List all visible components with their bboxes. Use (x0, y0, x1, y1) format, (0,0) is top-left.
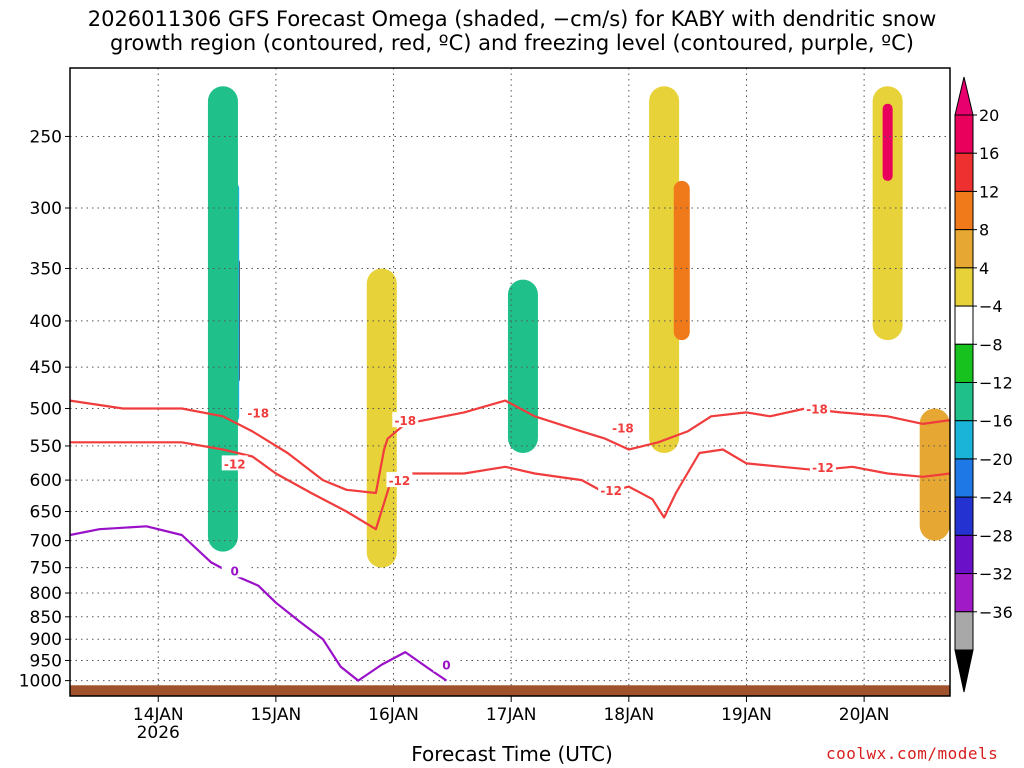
x-tick-label-6: 20JAN (839, 705, 890, 725)
label-minus12-0-bg (221, 455, 248, 471)
colorbar-swatch-11 (954, 534, 974, 575)
colorbar-swatch-2 (954, 190, 974, 231)
label-minus12-2: -12 (600, 484, 622, 498)
x-tick-label-4: 18JAN (603, 705, 654, 725)
y-tick-label-850: 850 (30, 608, 62, 628)
label-minus18-2-bg (609, 419, 636, 435)
colorbar-label-2: 12 (979, 182, 999, 201)
ground-fill (70, 685, 950, 696)
colorbar-label-10: −24 (979, 488, 1013, 507)
colorbar: 20 16 12 8 4 −4 −8 −12 −16 −20 −24 −28 −32 −36 (954, 76, 1013, 693)
label-freezing-1: 0 (442, 659, 450, 673)
x-tick-label-5: 19JAN (721, 705, 772, 725)
terrain-ground (70, 685, 950, 696)
y-tick-label-500: 500 (30, 400, 62, 420)
colorbar-label-13: −36 (979, 603, 1013, 622)
label-minus12-0: -12 (224, 457, 246, 471)
colorbar-swatch-3 (954, 229, 974, 269)
x-tick-label-2: 16JAN (368, 705, 419, 725)
colorbar-label-11: −28 (979, 526, 1013, 545)
omega-region-6 (649, 86, 680, 454)
contour-minus12 (70, 441, 950, 531)
grid-lines (70, 68, 950, 696)
label-freezing-0-bg (221, 562, 248, 578)
omega-region-5 (507, 279, 538, 454)
label-minus12-3-bg (809, 458, 836, 474)
colorbar-swatch-12 (954, 573, 974, 613)
omega-region-8 (872, 86, 903, 341)
omega-region-9 (882, 103, 893, 181)
colorbar-swatch-8 (954, 420, 974, 460)
label-minus18-3: -18 (806, 403, 828, 417)
colorbar-swatch-1 (954, 152, 974, 192)
y-tick-label-750: 750 (30, 559, 62, 579)
colorbar-label-8: −16 (979, 412, 1013, 431)
omega-region-4 (366, 268, 397, 568)
colorbar-swatch-13 (954, 611, 974, 651)
colorbar-top-arrow (954, 76, 974, 116)
label-minus12-1-bg (386, 472, 413, 488)
label-minus18-2: -18 (612, 422, 634, 436)
x-tick-sublabel: 2026 (137, 723, 180, 743)
y-tick-label-600: 600 (30, 471, 62, 491)
x-tick-label-0: 14JAN (133, 705, 184, 725)
plot-frame (69, 67, 951, 697)
label-freezing-0: 0 (231, 564, 239, 578)
label-minus18-1: -18 (394, 414, 416, 428)
label-minus12-3: -12 (812, 461, 834, 475)
colorbar-swatch-0 (954, 114, 974, 154)
y-tick-label-700: 700 (30, 532, 62, 552)
colorbar-label-7: −12 (979, 374, 1013, 393)
contour-lines: -18 -18 -18 -18 -12 -12 -12 -12 0 0 (70, 399, 950, 682)
y-tick-label-1000: 1000 (19, 672, 62, 692)
y-tick-label-400: 400 (30, 312, 62, 332)
contour-minus18 (70, 399, 950, 495)
label-freezing-1-bg (433, 656, 460, 672)
colorbar-label-5: −4 (979, 297, 1003, 316)
omega-region-3 (207, 86, 238, 552)
omega-region-7 (673, 180, 690, 341)
colorbar-label-0: 20 (979, 106, 999, 125)
label-minus18-1-bg (392, 412, 419, 428)
colorbar-label-12: −32 (979, 565, 1013, 584)
colorbar-label-1: 16 (979, 144, 999, 163)
label-minus12-2-bg (598, 481, 625, 497)
label-minus18-3-bg (804, 400, 831, 416)
omega-shading (207, 86, 950, 568)
y-tick-label-350: 350 (30, 260, 62, 280)
colorbar-swatch-5 (954, 305, 974, 345)
y-tick-label-950: 950 (30, 651, 62, 671)
y-tick-label-900: 900 (30, 630, 62, 650)
x-tick-label-1: 15JAN (251, 705, 302, 725)
colorbar-swatch-7 (954, 382, 974, 422)
colorbar-swatch-10 (954, 496, 974, 536)
y-tick-label-650: 650 (30, 503, 62, 523)
x-tick-label-3: 17JAN (486, 705, 537, 725)
x-axis-label: Forecast Time (UTC) (411, 742, 613, 766)
colorbar-bottom-arrow (954, 649, 974, 693)
chart-title-line-2: growth region (contoured, red, ºC) and f… (110, 31, 914, 55)
y-tick-label-450: 450 (30, 358, 62, 378)
y-tick-label-800: 800 (30, 584, 62, 604)
colorbar-label-6: −8 (979, 335, 1003, 354)
y-tick-label-300: 300 (30, 199, 62, 219)
colorbar-label-4: 4 (979, 259, 989, 278)
y-tick-label-250: 250 (30, 127, 62, 147)
contour-freezing (70, 525, 448, 682)
colorbar-swatch-4 (954, 267, 974, 307)
y-axis-ticks: 2503003504004505005506006507007508008509… (19, 127, 70, 692)
colorbar-label-3: 8 (979, 221, 989, 240)
y-tick-label-550: 550 (30, 437, 62, 457)
colorbar-swatch-9 (954, 458, 974, 498)
colorbar-swatch-6 (954, 343, 974, 383)
x-axis-ticks: 14JAN 15JAN 16JAN 17JAN 18JAN 19JAN 20JAN 2026 (133, 696, 890, 743)
colorbar-label-9: −20 (979, 450, 1013, 469)
label-minus18-0-bg (245, 404, 272, 420)
chart-title-line-1: 2026011306 GFS Forecast Omega (shaded, −… (87, 7, 937, 31)
label-minus12-1: -12 (389, 474, 411, 488)
label-minus18-0: -18 (247, 406, 269, 420)
credit-link[interactable]: coolwx.com/models (826, 744, 999, 763)
